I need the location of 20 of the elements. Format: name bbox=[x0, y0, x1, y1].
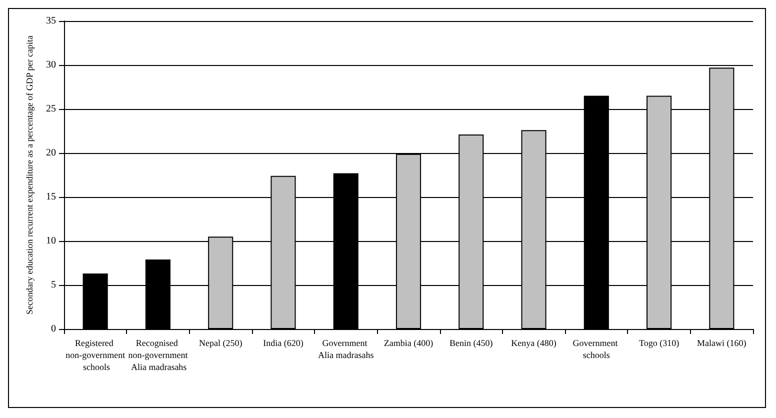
y-tick-label: 25 bbox=[46, 104, 56, 114]
x-tick-label: Benin (450) bbox=[450, 338, 493, 348]
y-tick-label: 10 bbox=[46, 236, 56, 246]
y-tick-label: 0 bbox=[51, 324, 56, 334]
y-axis-title: Secondary education recurrent expenditure as a percentage of GDP per capita bbox=[24, 35, 34, 315]
y-tick-label: 20 bbox=[46, 148, 56, 158]
y-tick-label: 30 bbox=[46, 60, 56, 70]
x-tick-label: Government schools bbox=[572, 338, 620, 360]
y-tick-label: 5 bbox=[51, 280, 56, 290]
x-tick-label: Zambia (400) bbox=[384, 338, 434, 348]
x-tick-label: Kenya (480) bbox=[511, 338, 556, 348]
x-tick-label: Malawi (160) bbox=[697, 338, 746, 348]
x-tick-label: Registered non-government schools bbox=[66, 338, 126, 372]
x-tick-label: Recognised non-government Alia madrasahs bbox=[128, 338, 188, 372]
x-tick-label: India (620) bbox=[263, 338, 304, 348]
y-tick-label: 15 bbox=[46, 192, 56, 202]
x-tick-label: Nepal (250) bbox=[198, 338, 242, 348]
y-tick-label: 35 bbox=[46, 16, 56, 26]
x-tick-label: Togo (310) bbox=[638, 338, 680, 348]
x-tick-label: Government Alia madrasahs bbox=[318, 338, 374, 360]
